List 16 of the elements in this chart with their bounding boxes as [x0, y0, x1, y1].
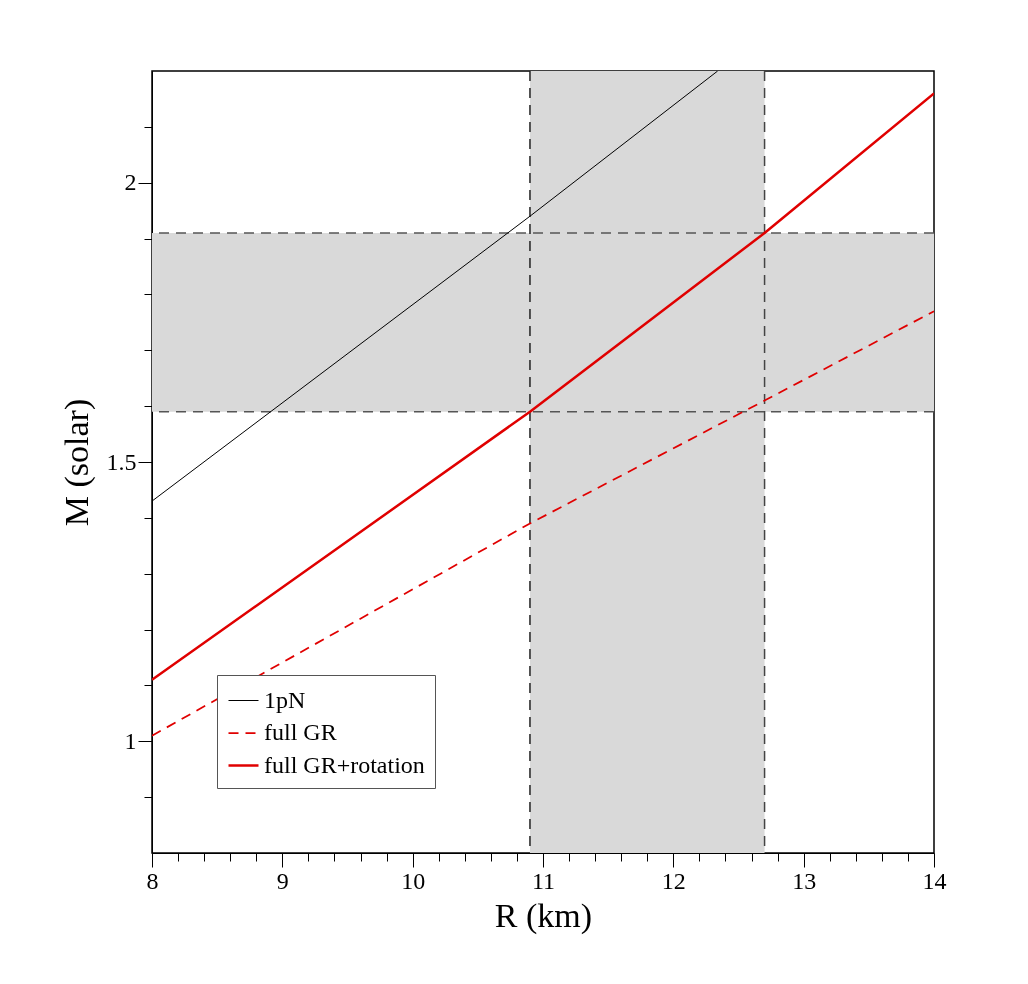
- y-tick-label: 1.5: [106, 448, 137, 475]
- x-tick-label: 8: [146, 867, 159, 894]
- x-axis-title: R (km): [494, 896, 593, 935]
- line-series: [152, 92, 934, 682]
- x-tick-label: 14: [922, 867, 947, 894]
- y-axis-title: M (solar): [57, 398, 96, 527]
- x-tick-label: 12: [661, 867, 686, 894]
- y-tick-label: 2: [124, 169, 137, 196]
- legend-label: 1pN: [264, 686, 306, 713]
- x-tick-label: 10: [401, 867, 426, 894]
- y-tick-label: 1: [124, 727, 137, 754]
- legend-label: full GR+rotation: [264, 751, 425, 778]
- legend-label: full GR: [264, 719, 337, 745]
- x-tick-label: 11: [531, 867, 556, 894]
- x-tick-label: 9: [276, 867, 289, 894]
- x-tick-label: 13: [792, 867, 817, 894]
